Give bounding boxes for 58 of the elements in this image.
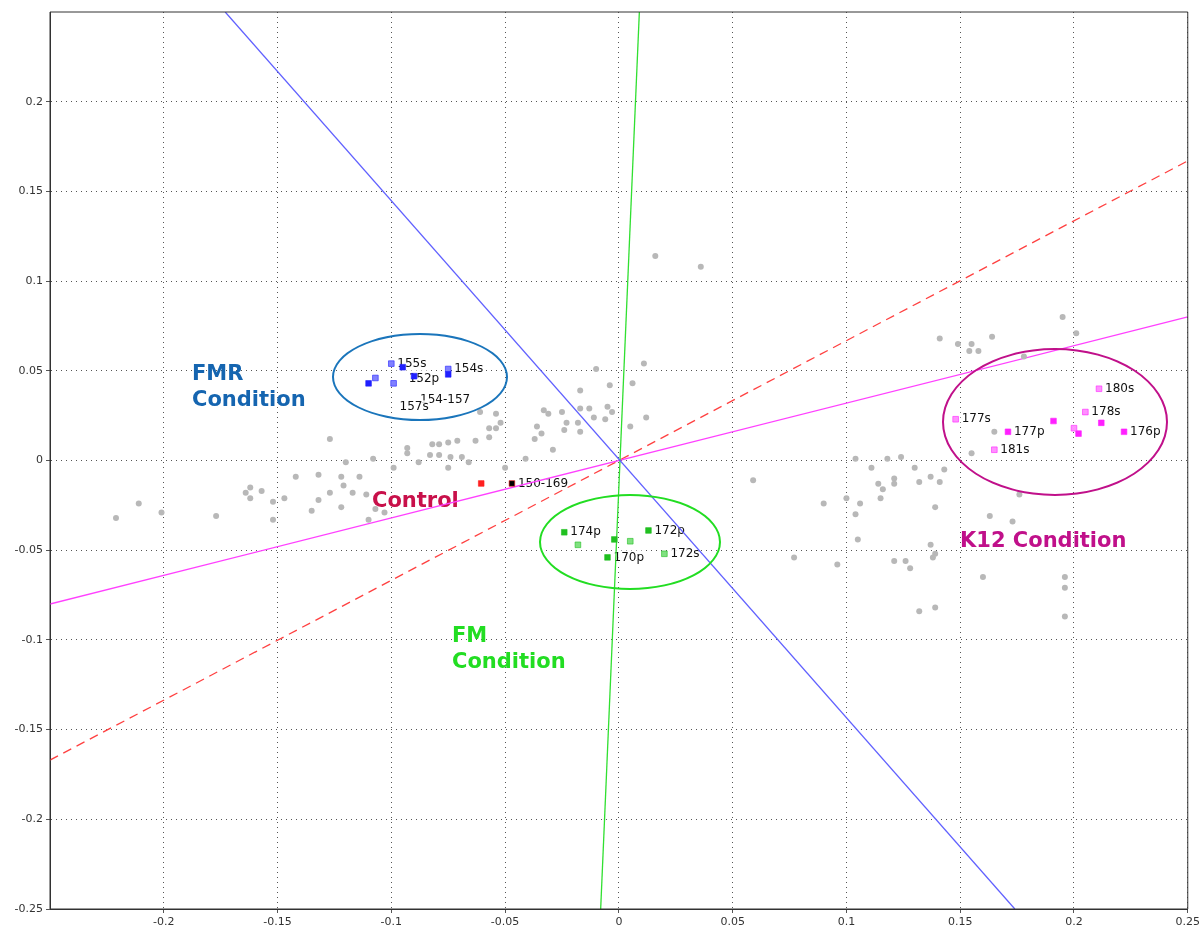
x-tick-label: 0.05 xyxy=(720,915,745,929)
annotation: 172s xyxy=(670,545,700,560)
point xyxy=(561,529,568,536)
annotation: 176p xyxy=(1130,423,1161,438)
point xyxy=(604,554,611,561)
point xyxy=(508,480,516,487)
y-tick-label: -0.25 xyxy=(14,901,43,915)
point xyxy=(390,380,397,387)
point xyxy=(445,365,452,373)
x-tick-label: 0.2 xyxy=(1065,915,1083,929)
point xyxy=(372,374,379,382)
point xyxy=(1098,419,1105,426)
annotation: FMR Condition xyxy=(192,361,306,412)
x-tick-label: 0.15 xyxy=(947,915,973,929)
point xyxy=(1082,408,1089,416)
annotation: 177s xyxy=(961,411,991,426)
annotation: K12 Condition xyxy=(960,528,1127,553)
point xyxy=(661,550,668,557)
y-tick-label: 0.2 xyxy=(25,94,43,108)
point xyxy=(1004,428,1012,435)
point xyxy=(478,480,485,487)
annotation: 178s xyxy=(1091,404,1121,419)
annotation: 174p xyxy=(570,524,601,539)
y-tick-label: -0.15 xyxy=(14,722,43,736)
y-tick-label: 0.05 xyxy=(18,363,43,377)
x-tick-label: 0.1 xyxy=(837,915,856,929)
annotation: 154s xyxy=(454,361,484,376)
x-tick-label: -0.05 xyxy=(490,915,520,929)
y-tick-label: -0.1 xyxy=(21,632,43,646)
x-tick-label: 0 xyxy=(615,915,623,929)
annotation: Control xyxy=(372,488,459,513)
point xyxy=(1075,430,1082,437)
annotation: FM Condition xyxy=(452,623,566,674)
annotation: 177p xyxy=(1013,423,1045,438)
point xyxy=(1050,417,1057,425)
point xyxy=(952,416,959,423)
y-tick-label: 0 xyxy=(36,453,43,467)
point xyxy=(1120,428,1128,435)
point xyxy=(627,538,634,545)
x-tick-label: 0.25 xyxy=(1175,915,1200,929)
point xyxy=(1070,425,1078,432)
y-tick-label: 0.15 xyxy=(18,184,43,198)
point xyxy=(645,527,652,534)
point xyxy=(388,360,395,367)
annotation: 180s xyxy=(1105,380,1135,395)
y-tick-label: 0.1 xyxy=(25,273,43,287)
y-tick-label: -0.05 xyxy=(14,543,43,557)
point xyxy=(1095,385,1103,392)
x-tick-label: -0.2 xyxy=(153,915,175,929)
point xyxy=(611,536,618,543)
point xyxy=(991,446,998,453)
point xyxy=(445,371,452,378)
point xyxy=(574,541,582,548)
x-tick-label: -0.15 xyxy=(263,915,292,929)
annotation: 181s xyxy=(1000,441,1030,456)
point xyxy=(365,380,372,387)
x-tick-label: -0.1 xyxy=(380,915,403,929)
y-tick-label: -0.2 xyxy=(21,812,43,826)
